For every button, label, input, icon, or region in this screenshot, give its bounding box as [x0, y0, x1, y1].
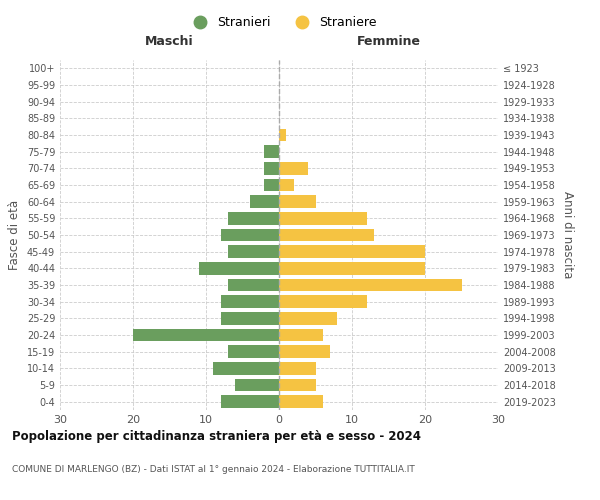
Bar: [279, 262, 425, 274]
Bar: [279, 179, 293, 192]
Bar: [221, 229, 279, 241]
Bar: [279, 279, 461, 291]
Bar: [279, 312, 337, 324]
Bar: [279, 229, 374, 241]
Bar: [221, 312, 279, 324]
Bar: [279, 396, 323, 408]
Bar: [199, 262, 279, 274]
Bar: [279, 296, 367, 308]
Bar: [250, 196, 279, 208]
Bar: [235, 379, 279, 391]
Bar: [221, 396, 279, 408]
Y-axis label: Anni di nascita: Anni di nascita: [561, 192, 574, 278]
Bar: [228, 279, 279, 291]
Bar: [279, 129, 286, 141]
Text: Popolazione per cittadinanza straniera per età e sesso - 2024: Popolazione per cittadinanza straniera p…: [12, 430, 421, 443]
Bar: [228, 346, 279, 358]
Bar: [279, 379, 316, 391]
Bar: [279, 329, 323, 341]
Bar: [214, 362, 279, 374]
Y-axis label: Fasce di età: Fasce di età: [8, 200, 21, 270]
Bar: [228, 212, 279, 224]
Text: Maschi: Maschi: [145, 36, 194, 49]
Legend: Stranieri, Straniere: Stranieri, Straniere: [182, 11, 382, 34]
Text: COMUNE DI MARLENGO (BZ) - Dati ISTAT al 1° gennaio 2024 - Elaborazione TUTTITALI: COMUNE DI MARLENGO (BZ) - Dati ISTAT al …: [12, 465, 415, 474]
Bar: [279, 346, 330, 358]
Text: Femmine: Femmine: [356, 36, 421, 49]
Bar: [228, 246, 279, 258]
Bar: [279, 246, 425, 258]
Bar: [265, 162, 279, 174]
Bar: [279, 162, 308, 174]
Bar: [265, 146, 279, 158]
Bar: [279, 196, 316, 208]
Bar: [279, 362, 316, 374]
Bar: [221, 296, 279, 308]
Bar: [279, 212, 367, 224]
Bar: [133, 329, 279, 341]
Bar: [265, 179, 279, 192]
